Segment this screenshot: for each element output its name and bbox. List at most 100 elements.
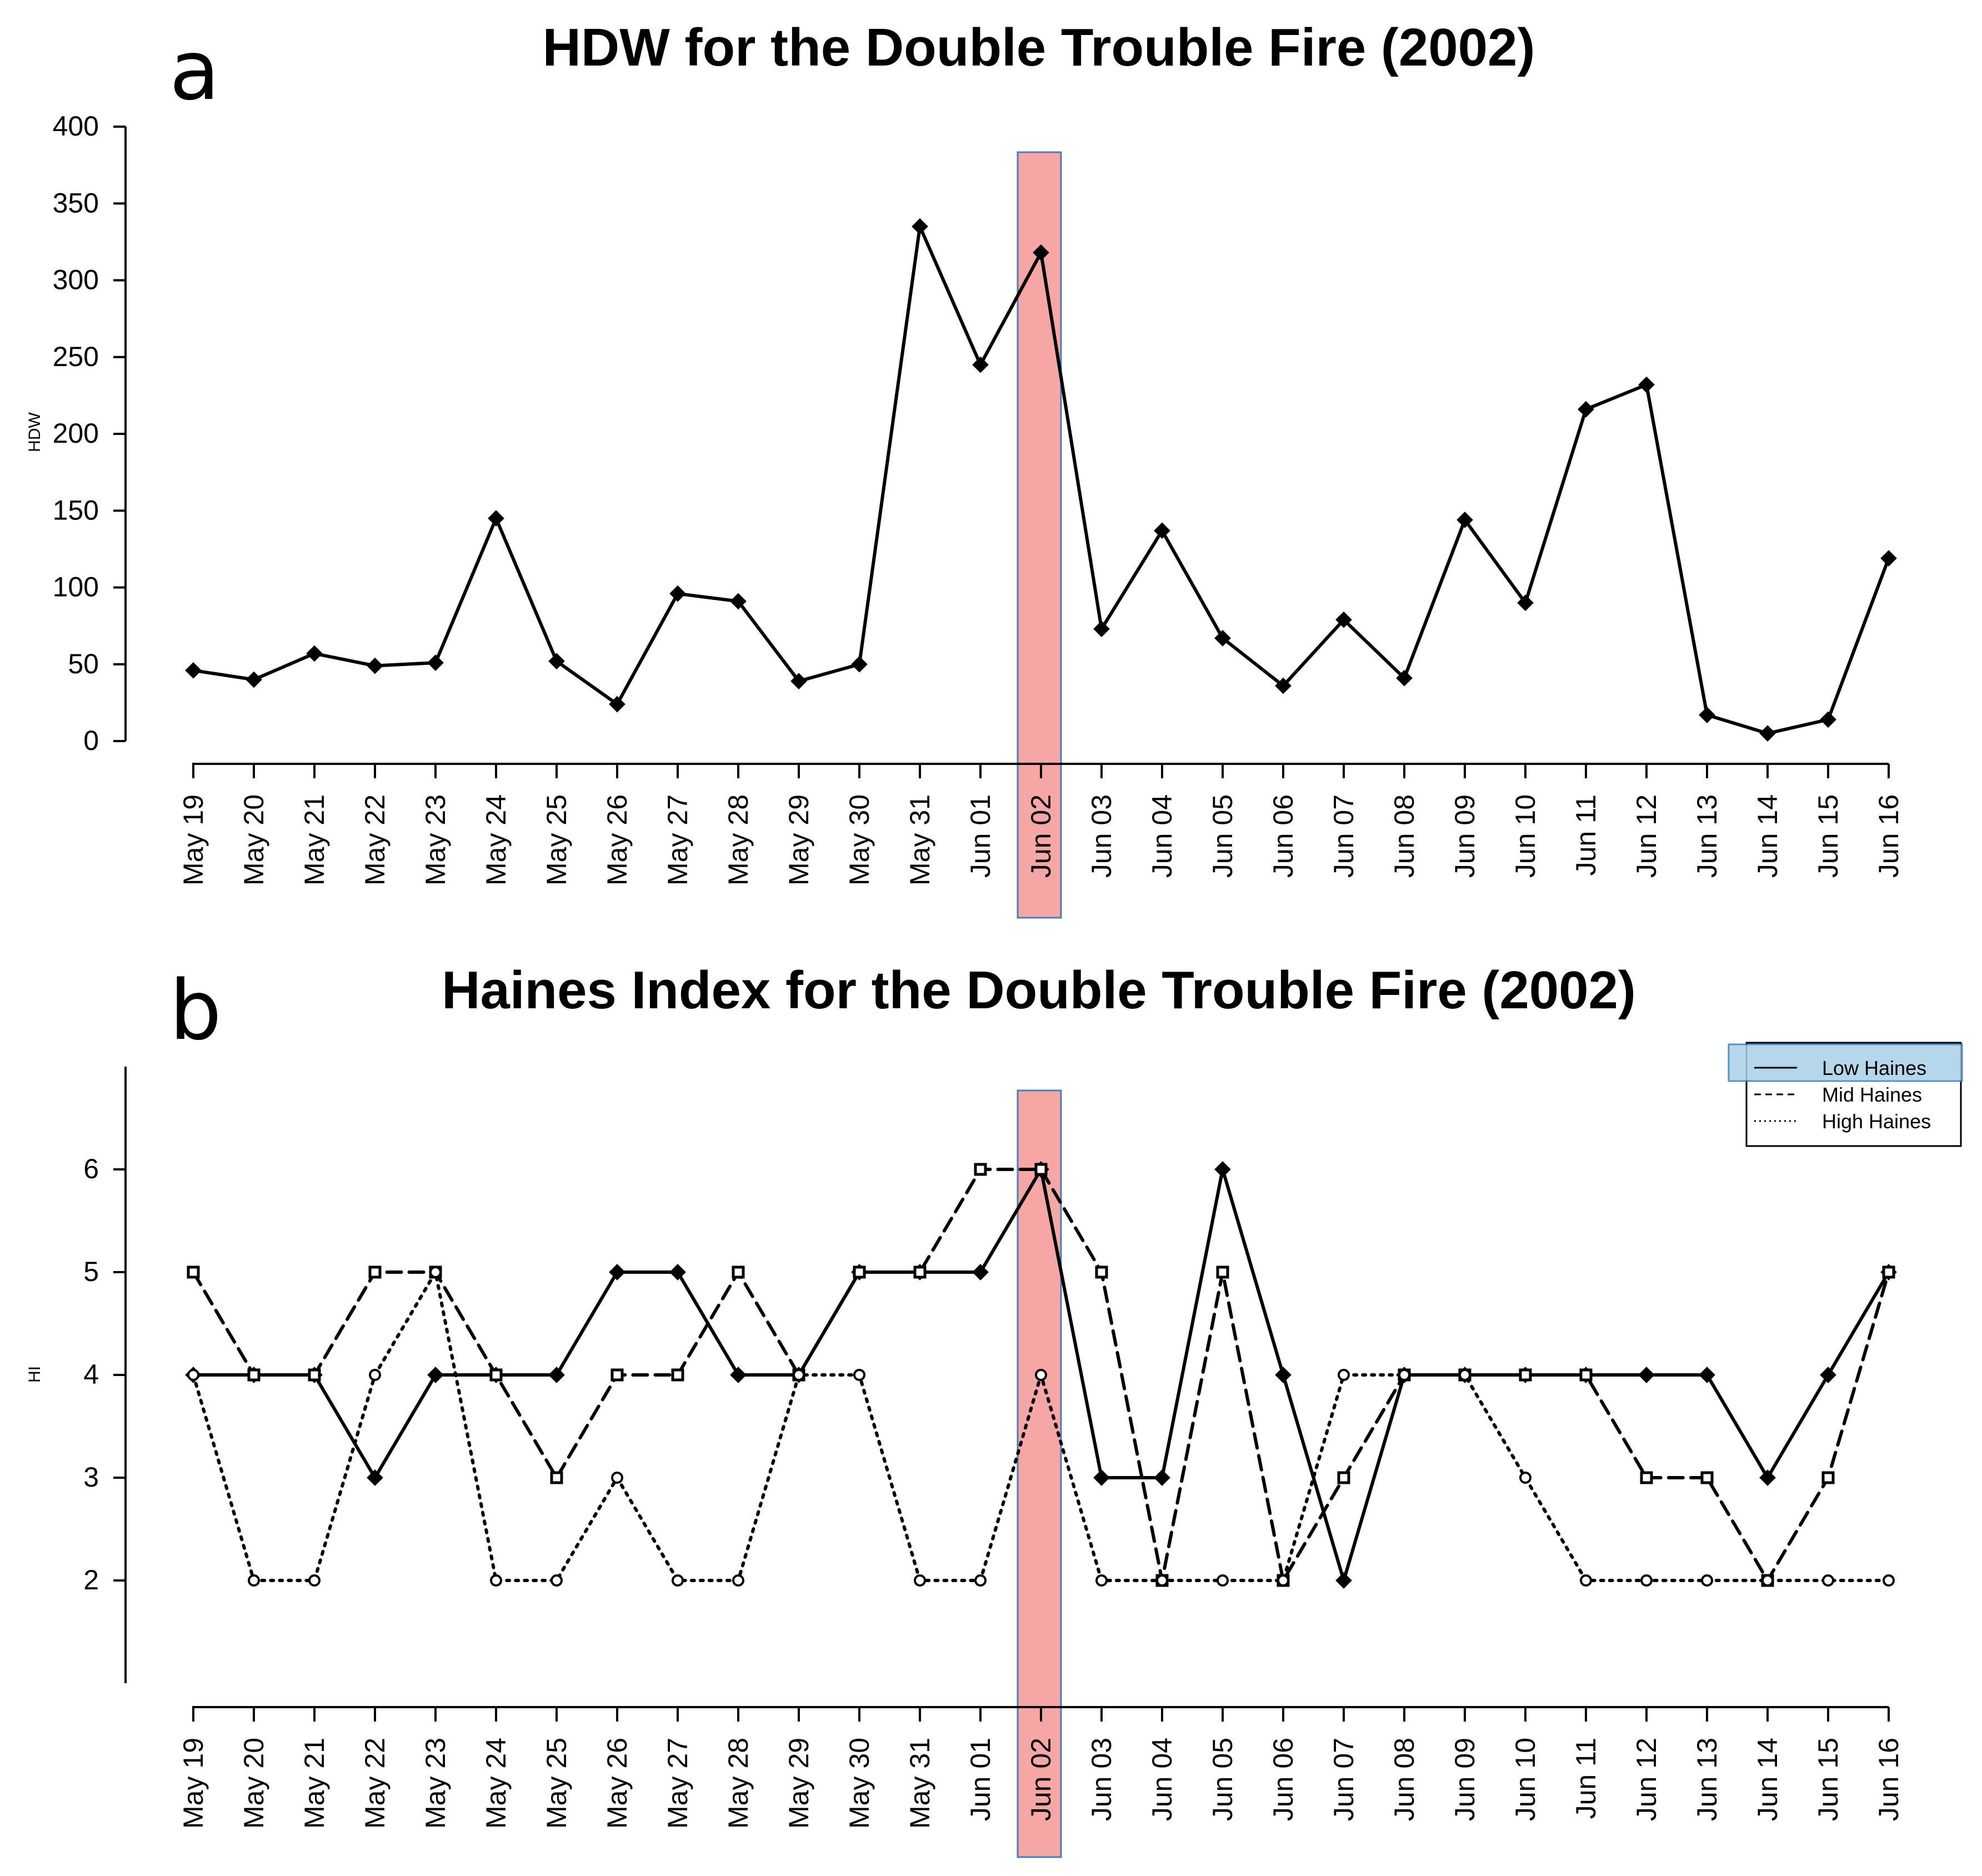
- a-xtick-label: Jun 07: [1328, 794, 1359, 878]
- a-point-hdw: [1638, 376, 1655, 393]
- panel-a-ylabel: HDW: [26, 412, 44, 452]
- a-point-hdw: [1699, 707, 1715, 723]
- b-point-low-haines: [1759, 1469, 1776, 1486]
- b-point-mid-haines: [489, 1368, 503, 1382]
- a-point-hdw: [1820, 711, 1836, 728]
- a-ytick-label: 50: [68, 648, 99, 679]
- a-point-hdw: [548, 653, 565, 670]
- b-point-high-haines: [1156, 1574, 1168, 1587]
- a-point-hdw: [1033, 244, 1049, 261]
- b-xtick-label: Jun 06: [1268, 1738, 1299, 1821]
- a-point-hdw: [851, 656, 868, 673]
- b-xtick-label: May 27: [662, 1738, 693, 1829]
- b-point-mid-haines: [732, 1265, 745, 1279]
- b-point-high-haines: [1217, 1574, 1229, 1587]
- b-xtick-label: May 23: [420, 1738, 451, 1829]
- b-point-mid-haines: [187, 1265, 200, 1279]
- b-point-low-haines: [1275, 1367, 1292, 1383]
- b-xtick-label: Jun 09: [1449, 1738, 1480, 1821]
- b-point-high-haines: [1338, 1369, 1350, 1381]
- b-point-mid-haines: [1640, 1471, 1653, 1484]
- b-point-high-haines: [732, 1574, 744, 1587]
- b-ytick-label: 2: [83, 1564, 99, 1595]
- a-xtick-label: May 25: [541, 794, 572, 886]
- b-point-mid-haines: [308, 1368, 321, 1382]
- a-xtick-label: May 27: [662, 794, 693, 886]
- a-point-hdw: [185, 662, 202, 679]
- a-xtick-label: Jun 03: [1086, 794, 1117, 878]
- a-point-hdw: [488, 510, 504, 527]
- a-ytick-label: 250: [53, 341, 99, 372]
- a-xtick-label: May 21: [299, 794, 330, 886]
- a-point-hdw: [1457, 512, 1473, 528]
- b-xtick-label: Jun 04: [1147, 1738, 1178, 1821]
- a-xtick-label: Jun 16: [1873, 794, 1904, 878]
- a-point-hdw: [367, 657, 383, 674]
- panel-b-title: Haines Index for the Double Trouble Fire…: [442, 960, 1636, 1020]
- a-xtick-label: May 30: [844, 794, 875, 886]
- b-point-high-haines: [793, 1369, 805, 1381]
- a-xtick-label: Jun 02: [1025, 794, 1057, 878]
- a-point-hdw: [1578, 401, 1594, 418]
- a-xtick-label: May 23: [420, 794, 451, 886]
- a-xtick-label: May 29: [783, 794, 814, 886]
- b-xtick-label: Jun 03: [1086, 1738, 1117, 1821]
- b-xtick-label: Jun 12: [1631, 1738, 1662, 1821]
- b-xtick-label: Jun 16: [1873, 1738, 1904, 1821]
- b-point-high-haines: [248, 1574, 260, 1587]
- a-xtick-label: May 20: [238, 794, 269, 886]
- panel-a-title: HDW for the Double Trouble Fire (2002): [543, 18, 1535, 77]
- b-point-mid-haines: [671, 1368, 684, 1382]
- a-point-hdw: [1275, 677, 1292, 694]
- a-xtick-label: Jun 04: [1147, 794, 1178, 878]
- b-point-mid-haines: [913, 1265, 927, 1279]
- b-xtick-label: Jun 07: [1328, 1738, 1359, 1821]
- a-point-hdw: [790, 673, 807, 689]
- b-point-high-haines: [1519, 1472, 1531, 1484]
- b-point-high-haines: [1580, 1574, 1592, 1587]
- b-point-mid-haines: [1882, 1265, 1895, 1279]
- b-point-high-haines: [1640, 1574, 1653, 1587]
- b-point-high-haines: [611, 1472, 623, 1484]
- a-xtick-label: May 28: [723, 794, 754, 886]
- a-point-hdw: [1154, 522, 1170, 539]
- b-xtick-label: Jun 11: [1570, 1738, 1601, 1819]
- b-xtick-label: Jun 10: [1510, 1738, 1541, 1821]
- a-xtick-label: Jun 08: [1389, 794, 1420, 878]
- b-xtick-label: May 20: [238, 1738, 269, 1829]
- a-point-hdw: [1093, 621, 1110, 637]
- b-xtick-label: May 21: [299, 1738, 330, 1829]
- b-xtick-label: May 25: [541, 1738, 572, 1829]
- b-point-mid-haines: [1216, 1265, 1229, 1279]
- b-point-high-haines: [914, 1574, 926, 1587]
- a-point-hdw: [306, 645, 323, 662]
- b-point-high-haines: [1277, 1574, 1289, 1587]
- b-point-high-haines: [1761, 1574, 1774, 1587]
- a-point-hdw: [912, 218, 928, 235]
- b-point-high-haines: [1701, 1574, 1713, 1587]
- legend-label-high: High Haines: [1822, 1110, 1931, 1133]
- a-ytick-label: 0: [83, 725, 99, 756]
- b-xtick-label: May 28: [723, 1738, 754, 1829]
- b-point-high-haines: [672, 1574, 684, 1587]
- b-point-mid-haines: [610, 1368, 624, 1382]
- b-point-mid-haines: [974, 1163, 987, 1176]
- b-point-mid-haines: [1095, 1265, 1108, 1279]
- a-point-hdw: [972, 356, 989, 373]
- b-point-mid-haines: [1700, 1471, 1714, 1484]
- b-point-high-haines: [1035, 1369, 1047, 1381]
- b-point-mid-haines: [1034, 1163, 1048, 1176]
- b-point-mid-haines: [368, 1265, 382, 1279]
- a-xtick-label: Jun 13: [1691, 794, 1723, 878]
- a-xtick-label: Jun 10: [1510, 794, 1541, 878]
- a-ytick-label: 200: [53, 418, 99, 449]
- a-point-hdw: [1517, 594, 1534, 611]
- a-xtick-label: Jun 11: [1570, 794, 1601, 876]
- b-xtick-label: Jun 08: [1389, 1738, 1420, 1821]
- b-point-high-haines: [1398, 1369, 1410, 1381]
- b-point-high-haines: [550, 1574, 563, 1587]
- panel-b-ylabel: HI: [26, 1366, 44, 1383]
- b-point-high-haines: [1883, 1574, 1895, 1587]
- b-point-high-haines: [429, 1266, 442, 1278]
- b-point-low-haines: [1154, 1469, 1170, 1486]
